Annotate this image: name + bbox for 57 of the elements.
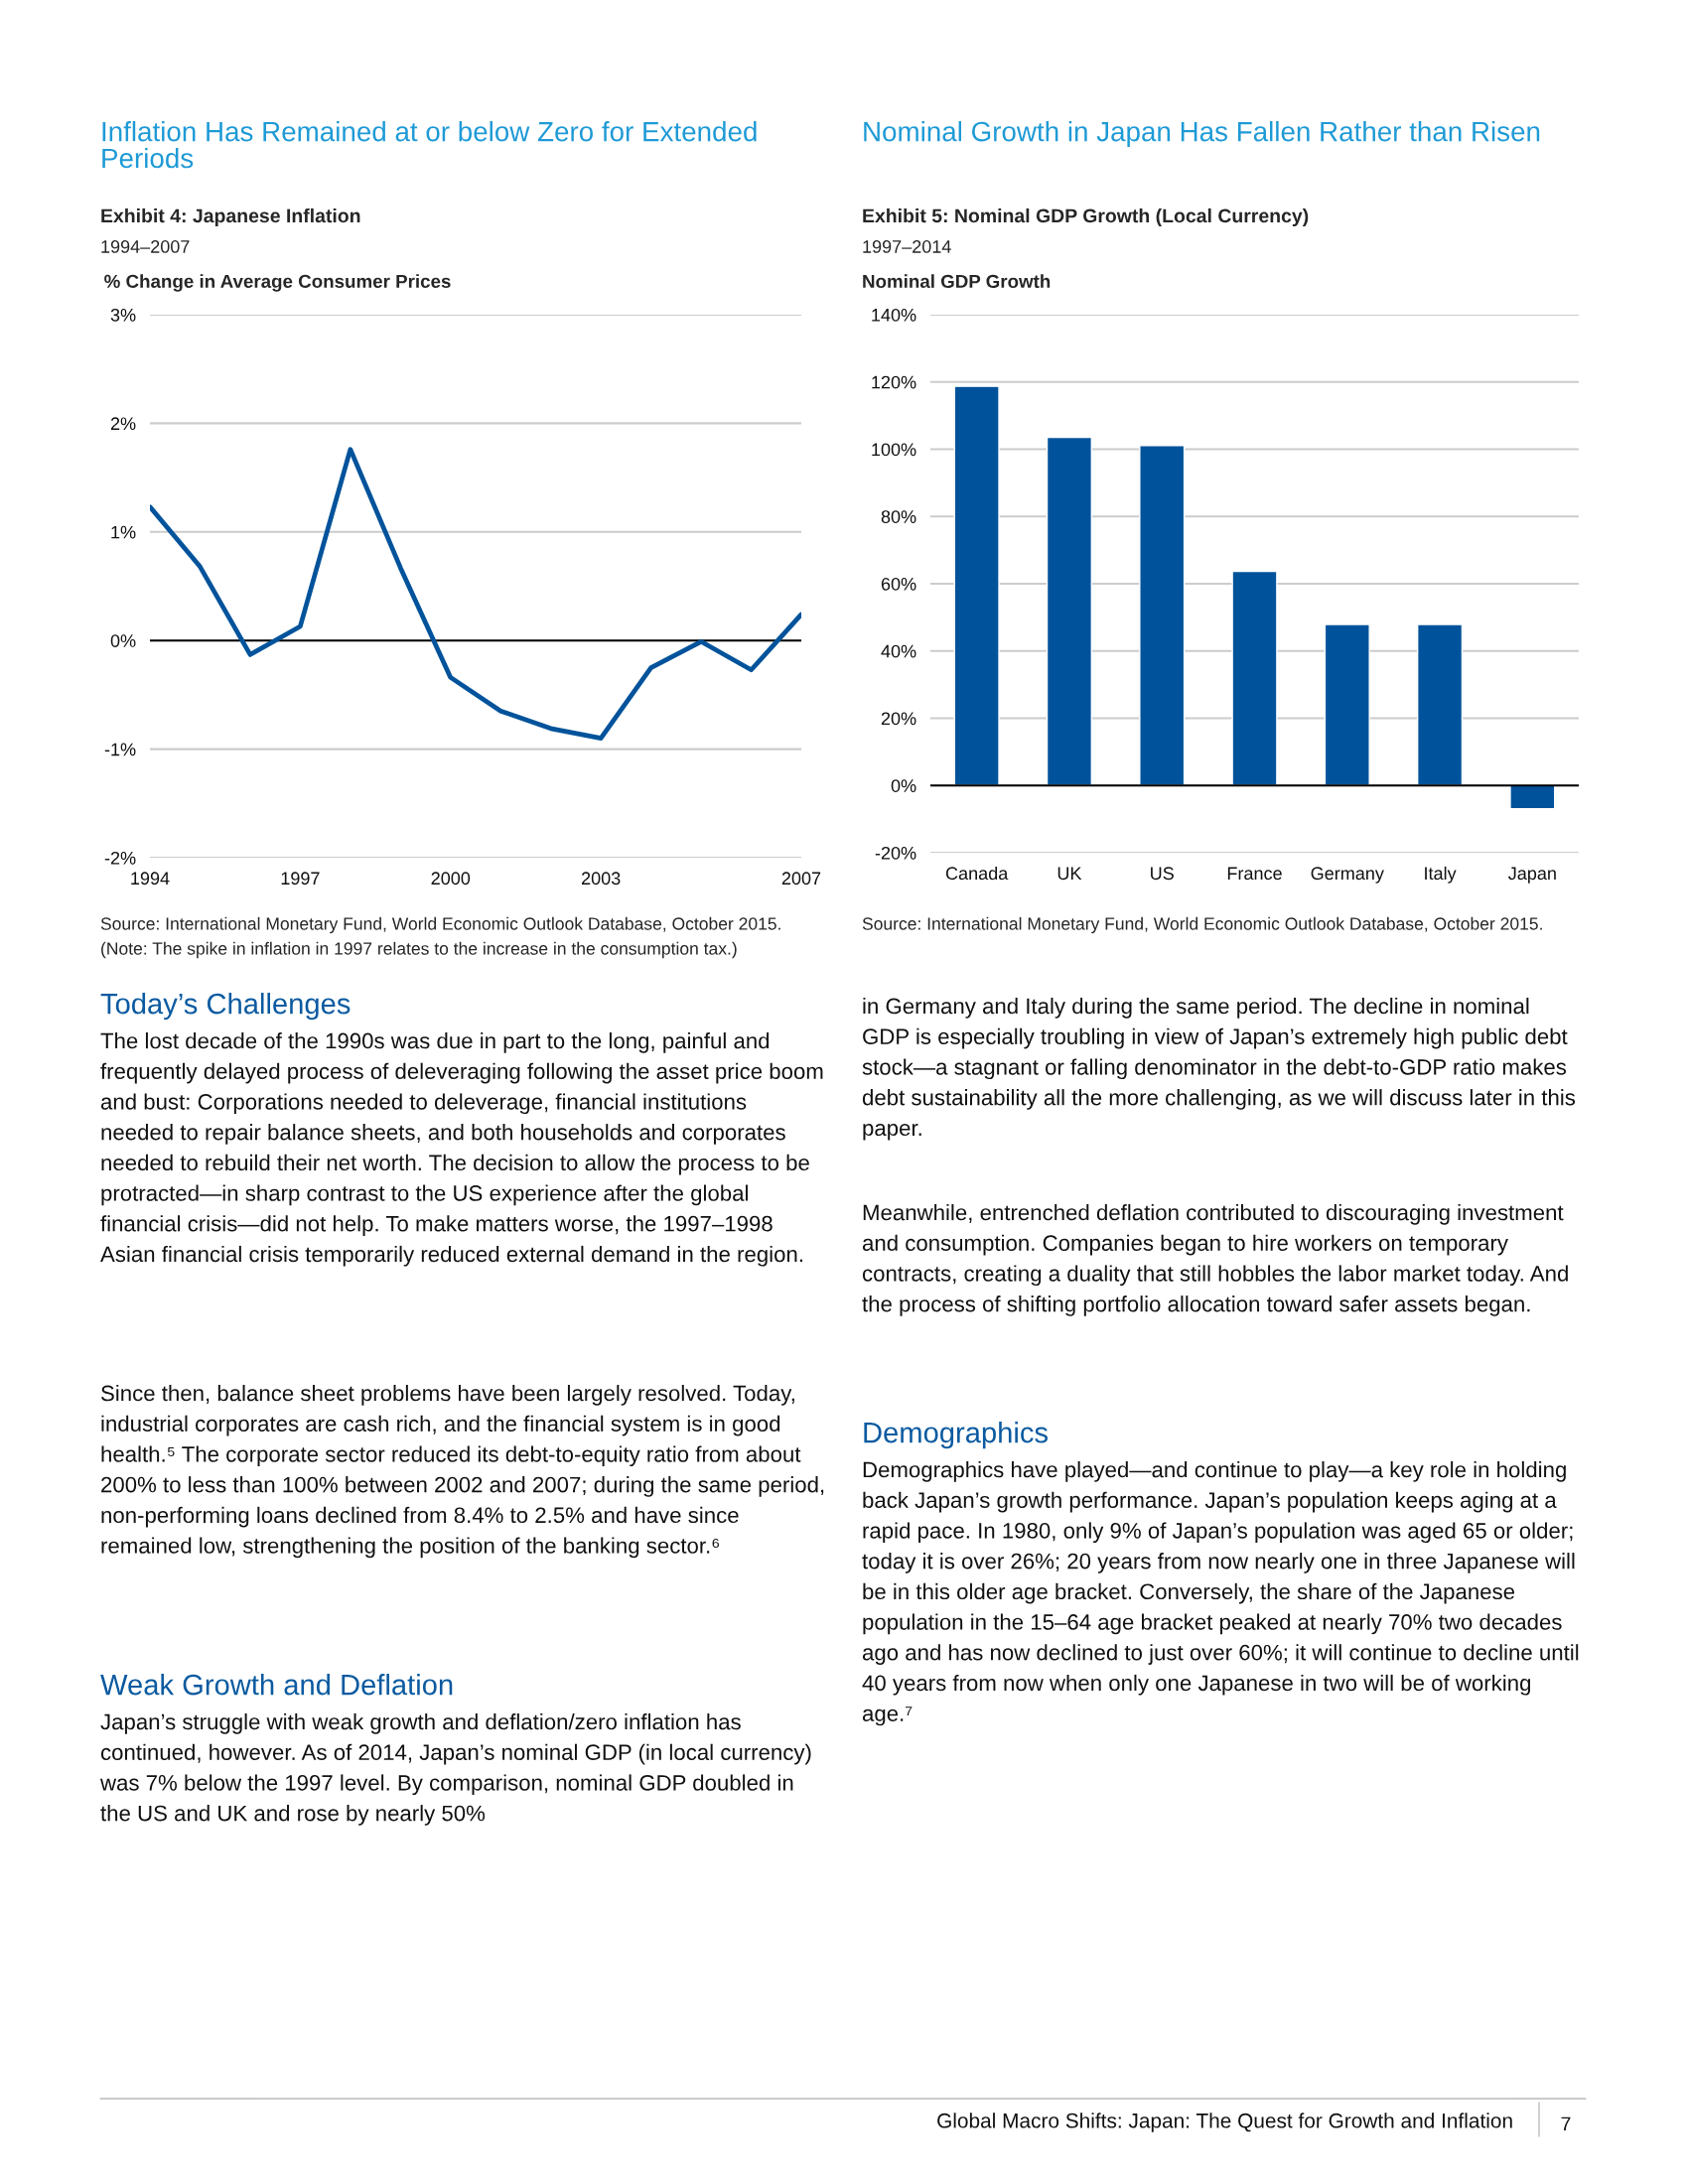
text: (Note: The spike in inflation in 1997 relates to the increase in the consumption tax.): [101, 941, 737, 959]
y-tick-label: 140%: [872, 308, 916, 322]
chart-subtitle: Exhibit 5: Nominal GDP Growth (Local Currency): [863, 207, 1309, 227]
y-tick-label: 3%: [110, 308, 136, 322]
chart-subtitle: Exhibit 4: Japanese Inflation: [101, 207, 360, 227]
x-tick-label: 1994: [131, 872, 170, 886]
y-tick-label: 60%: [881, 577, 916, 591]
x-tick-label: 2007: [781, 872, 821, 886]
y-tick-label: 120%: [872, 375, 916, 389]
chart-title: Inflation Has Remained at or below Zero for Extended Periods: [102, 121, 757, 169]
line-series: [150, 447, 801, 742]
source-note: Source: International Monetary Fund, World Economic Outlook Database, October 2015.: [862, 916, 1542, 934]
chart-title: Nominal Growth in Japan Has Fallen Rather than Risen: [864, 121, 1540, 147]
text: Meanwhile, entrenched deflation contributed to discouraging investment and consumption. Companies began to hire workers on temporary contracts, creating a duality that still hobbles the labor market today. And the process of shifting portfolio allocation toward safer assets began.: [862, 1204, 1568, 1316]
x-tick-label: Italy: [1425, 866, 1457, 884]
bar: [1046, 436, 1093, 786]
x-tick-label: 2000: [431, 872, 471, 886]
y-tick-label: 80%: [881, 510, 916, 523]
text: Demographics have played—and continue to play—a key role in holding back Japan’s growth performance. Japan’s population keeps aging at a rapid pace. In 1980, only 9% of Japan’s population was aged 65 or older; today it is over 26%; 20 years from now nearly one in three Japanese will be in this older age bracket. Conversely, the share of the Japanese population in the 15–64 age bracket peaked at nearly 70% two decades ago and has now declined to just over 60%; it will continue to decline until 40 years from now when only one Japanese in two will be of working age.⁷: [862, 1461, 1579, 1726]
y-tick-label: 1%: [111, 525, 136, 539]
text: Global Macro Shifts: Japan: The Quest for Growth and Inflation: [937, 2113, 1512, 2132]
source-note: Source: International Monetary Fund, World Economic Outlook Database, October 2015.: [100, 916, 780, 934]
x-tick-label: 1997: [281, 872, 320, 886]
x-tick-label: Japan: [1508, 867, 1556, 884]
text: Japan’s struggle with weak growth and deflation/zero inflation has continued, however. As of 2014, Japan’s nominal GDP (in local currency) was 7% below the 1997 level. By comparison, nominal GDP doubled in the US and UK and rose by nearly 50%: [99, 1713, 811, 1826]
y-tick-label: 100%: [872, 443, 916, 457]
bar: [1324, 623, 1370, 786]
x-tick-label: UK: [1057, 867, 1082, 881]
x-tick-label: 2003: [581, 872, 621, 886]
y-tick-label: 20%: [881, 712, 916, 726]
bar: [1231, 570, 1278, 786]
bar: [953, 385, 1000, 786]
y-tick-label: 2%: [110, 417, 136, 431]
x-tick-label: US: [1151, 867, 1174, 881]
x-tick-label: Germany: [1311, 867, 1384, 884]
text: 1997–2014: [863, 240, 951, 253]
y-tick-label: 40%: [881, 644, 916, 658]
text: in Germany and Italy during the same period. The decline in nominal GDP is especially troubling in view of Japan’s extremely high public debt stock—a stagnant or falling denominator in the debt-to-GDP ratio makes debt sustainability all the more challenging, as we will discuss later in this paper.: [862, 998, 1576, 1141]
text: Demographics: [864, 1422, 1048, 1449]
text: 1994–2007: [101, 240, 190, 253]
text: Today’s Challenges: [100, 993, 351, 1021]
x-tick-label: Canada: [945, 866, 1009, 881]
y-tick-label: -2%: [104, 851, 136, 865]
text: Since then, balance sheet problems have been largely resolved. Today, industrial corporates are cash rich, and the financial system is in good health.⁵ The corporate sector reduced its debt-to-equity ratio from about 200% to less than 100% between 2002 and 2007; during the same period, non-performing loans declined from 8.4% to 2.5% and have since remained low, strengthening the position of the banking sector.⁶: [101, 1385, 824, 1559]
bar: [1416, 623, 1464, 786]
text: Weak Growth and Deflation: [100, 1674, 453, 1696]
y-tick-label: 0%: [110, 634, 136, 647]
y-tick-label: -1%: [104, 743, 136, 756]
y-axis-title: Nominal GDP Growth: [863, 274, 1051, 289]
y-tick-label: 0%: [891, 779, 916, 792]
y-tick-label: -20%: [875, 846, 916, 860]
y-axis-title: % Change in Average Consumer Prices: [104, 274, 451, 292]
bar: [1509, 784, 1556, 810]
text: 7: [1561, 2116, 1571, 2131]
text: The lost decade of the 1990s was due in part to the long, painful and frequently delayed process of deleveraging following the asset price boom and bust: Corporations needed to deleverage, financial institutions needed to repair balance sheets, and both households and corporates needed to rebuild their net worth. The decision to allow the process to be protracted—in sharp contrast to the US experience after the global financial crisis—did not help. To make matters worse, the 1997–1998 Asian financial crisis temporarily reduced external demand in the region.: [100, 1032, 823, 1267]
bar: [1139, 445, 1186, 786]
x-tick-label: France: [1227, 867, 1282, 881]
